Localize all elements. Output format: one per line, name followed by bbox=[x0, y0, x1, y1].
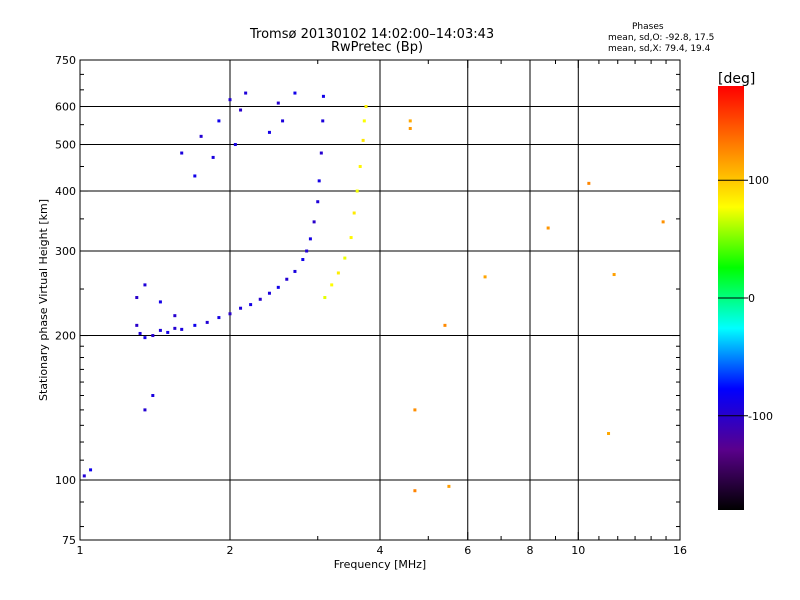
echo-point bbox=[483, 275, 487, 279]
echo-point bbox=[612, 273, 616, 277]
echo-point bbox=[239, 306, 243, 310]
echo-point bbox=[228, 312, 232, 316]
echo-point bbox=[364, 105, 368, 109]
y-tick-label: 300 bbox=[55, 245, 76, 258]
y-tick-label: 400 bbox=[55, 185, 76, 198]
phase-stats-heading: Phases bbox=[632, 22, 664, 32]
echo-point bbox=[413, 489, 417, 493]
phase-stats-x: mean, sd,X: 79.4, 19.4 bbox=[608, 44, 711, 54]
echo-point bbox=[239, 108, 243, 112]
echo-point bbox=[193, 174, 197, 178]
colorbar-tick-label: 100 bbox=[748, 174, 769, 187]
y-tick-label: 500 bbox=[55, 139, 76, 152]
echo-point bbox=[447, 484, 451, 488]
echo-point bbox=[217, 316, 221, 320]
echo-point bbox=[143, 336, 147, 340]
echo-point bbox=[323, 296, 327, 300]
echo-point bbox=[276, 285, 280, 289]
echo-point bbox=[285, 277, 289, 281]
echo-point bbox=[352, 211, 356, 215]
echo-point bbox=[319, 151, 323, 155]
chart-title-line1: Tromsø 20130102 14:02:00–14:03:43 bbox=[250, 27, 495, 42]
echo-point bbox=[546, 226, 550, 230]
x-tick-label: 4 bbox=[377, 544, 384, 557]
echo-point bbox=[336, 271, 340, 275]
echo-point bbox=[173, 326, 177, 330]
echo-point bbox=[211, 155, 215, 159]
echo-point bbox=[135, 323, 139, 327]
echo-point bbox=[305, 249, 309, 253]
echo-point bbox=[180, 327, 184, 331]
y-tick-label: 100 bbox=[55, 474, 76, 487]
echo-point bbox=[607, 432, 611, 436]
echo-point bbox=[276, 101, 280, 105]
echo-point bbox=[361, 138, 365, 142]
echo-point bbox=[258, 297, 262, 301]
echo-point bbox=[587, 181, 591, 185]
echo-point bbox=[443, 323, 447, 327]
echo-point bbox=[199, 134, 203, 138]
echo-point bbox=[151, 334, 155, 338]
echo-point bbox=[661, 220, 665, 224]
echo-point bbox=[151, 394, 155, 398]
echo-point bbox=[281, 119, 285, 123]
echo-point bbox=[89, 468, 93, 472]
echo-point bbox=[358, 164, 362, 168]
echo-point bbox=[205, 320, 209, 324]
echo-point bbox=[143, 283, 147, 287]
echo-point bbox=[244, 91, 248, 95]
x-tick-label: 2 bbox=[227, 544, 234, 557]
echo-point bbox=[217, 119, 221, 123]
x-tick-label: 1 bbox=[77, 544, 84, 557]
echo-point bbox=[233, 143, 237, 147]
x-tick-label: 16 bbox=[673, 544, 687, 557]
y-tick-label: 75 bbox=[62, 534, 76, 547]
colorbar-tick-label: -100 bbox=[748, 410, 773, 423]
echo-point bbox=[301, 258, 305, 262]
echo-point bbox=[362, 119, 366, 123]
echo-point bbox=[173, 314, 177, 318]
echo-point bbox=[343, 256, 347, 260]
echo-point bbox=[82, 474, 86, 478]
echo-point bbox=[193, 323, 197, 327]
echo-point bbox=[267, 291, 271, 295]
echo-point bbox=[180, 151, 184, 155]
echo-point bbox=[293, 269, 297, 273]
x-tick-label: 6 bbox=[464, 544, 471, 557]
x-tick-label: 10 bbox=[571, 544, 585, 557]
y-axis-label: Stationary phase Virtual Height [km] bbox=[37, 199, 50, 401]
echo-point bbox=[330, 283, 334, 287]
echo-point bbox=[408, 126, 412, 130]
phase-stats-o: mean, sd,O: -92.8, 17.5 bbox=[608, 33, 715, 43]
echo-point bbox=[166, 330, 170, 334]
echo-point bbox=[158, 328, 162, 332]
x-axis-label: Frequency [MHz] bbox=[334, 558, 426, 571]
y-tick-label: 200 bbox=[55, 330, 76, 343]
echo-point bbox=[249, 303, 253, 307]
x-tick-label: 8 bbox=[527, 544, 534, 557]
echo-point bbox=[308, 237, 312, 241]
chart-title-line2: RwPretec (Bp) bbox=[331, 40, 424, 55]
echo-point bbox=[267, 130, 271, 134]
echo-point bbox=[158, 300, 162, 304]
echo-point bbox=[135, 296, 139, 300]
echo-point bbox=[408, 119, 412, 123]
echo-point bbox=[293, 91, 297, 95]
echo-point bbox=[413, 408, 417, 412]
echo-point bbox=[349, 236, 353, 240]
y-tick-label: 600 bbox=[55, 101, 76, 114]
echo-point bbox=[355, 189, 359, 193]
colorbar-tick-label: 0 bbox=[748, 292, 755, 305]
echo-point bbox=[143, 408, 147, 412]
echo-point bbox=[228, 98, 232, 102]
y-tick-label: 750 bbox=[55, 54, 76, 67]
echo-point bbox=[316, 200, 320, 204]
echo-point bbox=[317, 179, 321, 183]
echo-point bbox=[312, 220, 316, 224]
colorbar-label: [deg] bbox=[718, 71, 755, 87]
echo-point bbox=[321, 94, 325, 98]
echo-point bbox=[138, 331, 142, 335]
echo-point bbox=[321, 119, 325, 123]
